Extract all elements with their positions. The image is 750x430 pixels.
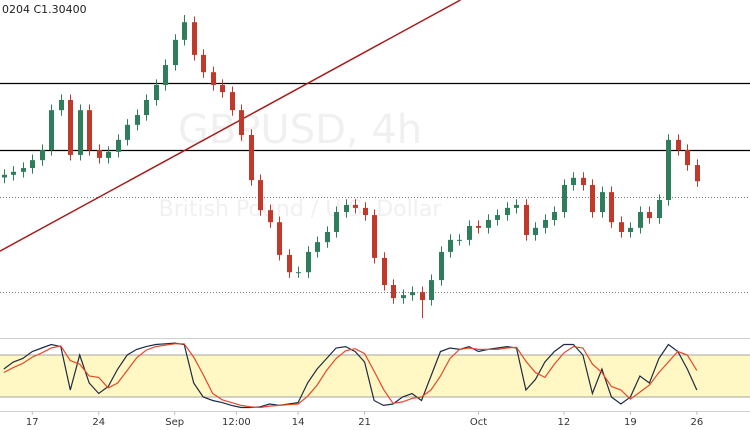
candle-body <box>600 192 605 213</box>
candle-body <box>533 227 538 235</box>
candle-body <box>628 227 633 232</box>
candle-body <box>135 115 140 125</box>
stochastic-line <box>3 342 698 409</box>
candle-body <box>647 212 652 219</box>
candle-body <box>97 150 102 158</box>
candle-body <box>495 215 500 220</box>
candle-body <box>116 139 121 152</box>
x-tick-label: 19 <box>624 417 637 428</box>
candle-body <box>154 84 159 101</box>
candle-body <box>163 65 168 85</box>
x-tick-label: 12 <box>558 417 571 428</box>
watermark-subtitle: British Pound / U.S. Dollar <box>159 197 443 222</box>
candle-body <box>268 210 273 223</box>
candle-body <box>401 295 406 299</box>
x-tick-label: 26 <box>690 417 703 428</box>
candle-body <box>571 177 576 185</box>
candle-body <box>325 231 330 243</box>
trend-line <box>0 0 461 252</box>
candle-body <box>144 100 149 116</box>
candle-body <box>78 110 83 155</box>
candle-body <box>87 110 92 151</box>
candle-body <box>277 222 282 255</box>
candle-body <box>334 212 339 232</box>
x-tick-label: 12:00 <box>222 417 251 428</box>
candle-body <box>220 84 225 93</box>
candle-body <box>30 160 35 169</box>
candle-body <box>619 222 624 232</box>
candle-body <box>562 184 567 213</box>
watermark-title: GBPUSD, 4h <box>178 107 422 153</box>
candle-body <box>505 207 510 216</box>
candle-body <box>2 174 7 178</box>
candle-body <box>486 219 491 228</box>
overbought-oversold-band <box>0 355 750 397</box>
stochastic-line <box>3 343 698 409</box>
candle-body <box>543 219 548 228</box>
candle-body <box>638 212 643 228</box>
candle-body <box>296 272 301 274</box>
x-tick-label: 21 <box>358 417 371 428</box>
candle-body <box>306 251 311 273</box>
candle-body <box>666 139 671 201</box>
candle-body <box>59 100 64 111</box>
candle-body <box>249 134 254 181</box>
candle-body <box>21 168 26 172</box>
candle-body <box>182 22 187 40</box>
candle-body <box>429 280 434 301</box>
x-tick-label: 14 <box>292 417 305 428</box>
x-tick-label: 24 <box>92 417 105 428</box>
candle-body <box>344 204 349 213</box>
candle-body <box>457 239 462 241</box>
candle-body <box>173 39 178 66</box>
candle-body <box>211 72 216 85</box>
x-tick-label: Oct <box>470 417 487 428</box>
candle-body <box>315 242 320 252</box>
candle-body <box>590 184 595 213</box>
candle-body <box>372 215 377 258</box>
candle-body <box>230 92 235 111</box>
ohlc-header: 0204 C1.30400 <box>2 3 87 16</box>
candle-body <box>353 204 358 208</box>
candle-body <box>685 150 690 166</box>
candle-body <box>524 204 529 235</box>
candle-body <box>125 124 130 140</box>
candle-body <box>514 204 519 208</box>
stochastic-pane <box>0 342 750 409</box>
candle-body <box>552 212 557 220</box>
candle-body <box>657 200 662 219</box>
price-pane <box>0 0 750 319</box>
candle-body <box>476 225 481 228</box>
candle-body <box>192 22 197 55</box>
candle-body <box>676 139 681 151</box>
candle-body <box>448 239 453 252</box>
candle-body <box>391 284 396 299</box>
candle-body <box>106 151 111 158</box>
candle-body <box>239 110 244 135</box>
candle-body <box>695 165 700 182</box>
candle-body <box>382 257 387 285</box>
candle-body <box>49 110 54 151</box>
x-tick-label: Sep <box>165 417 184 428</box>
candle-body <box>581 177 586 185</box>
candle-body <box>258 180 263 211</box>
candle-body <box>420 292 425 301</box>
candle-body <box>467 225 472 240</box>
candle-body <box>201 54 206 73</box>
x-tick-label: 17 <box>26 417 39 428</box>
candle-body <box>410 292 415 296</box>
candle-body <box>68 100 73 155</box>
candle-body <box>363 207 368 216</box>
candle-body <box>40 150 45 161</box>
candle-body <box>609 192 614 223</box>
candle-body <box>11 171 16 175</box>
candle-body <box>287 254 292 273</box>
time-axis: 17 24 Sep 12:00 14 21 Oct 12 19 26 <box>26 411 703 428</box>
candle-body <box>439 251 444 281</box>
